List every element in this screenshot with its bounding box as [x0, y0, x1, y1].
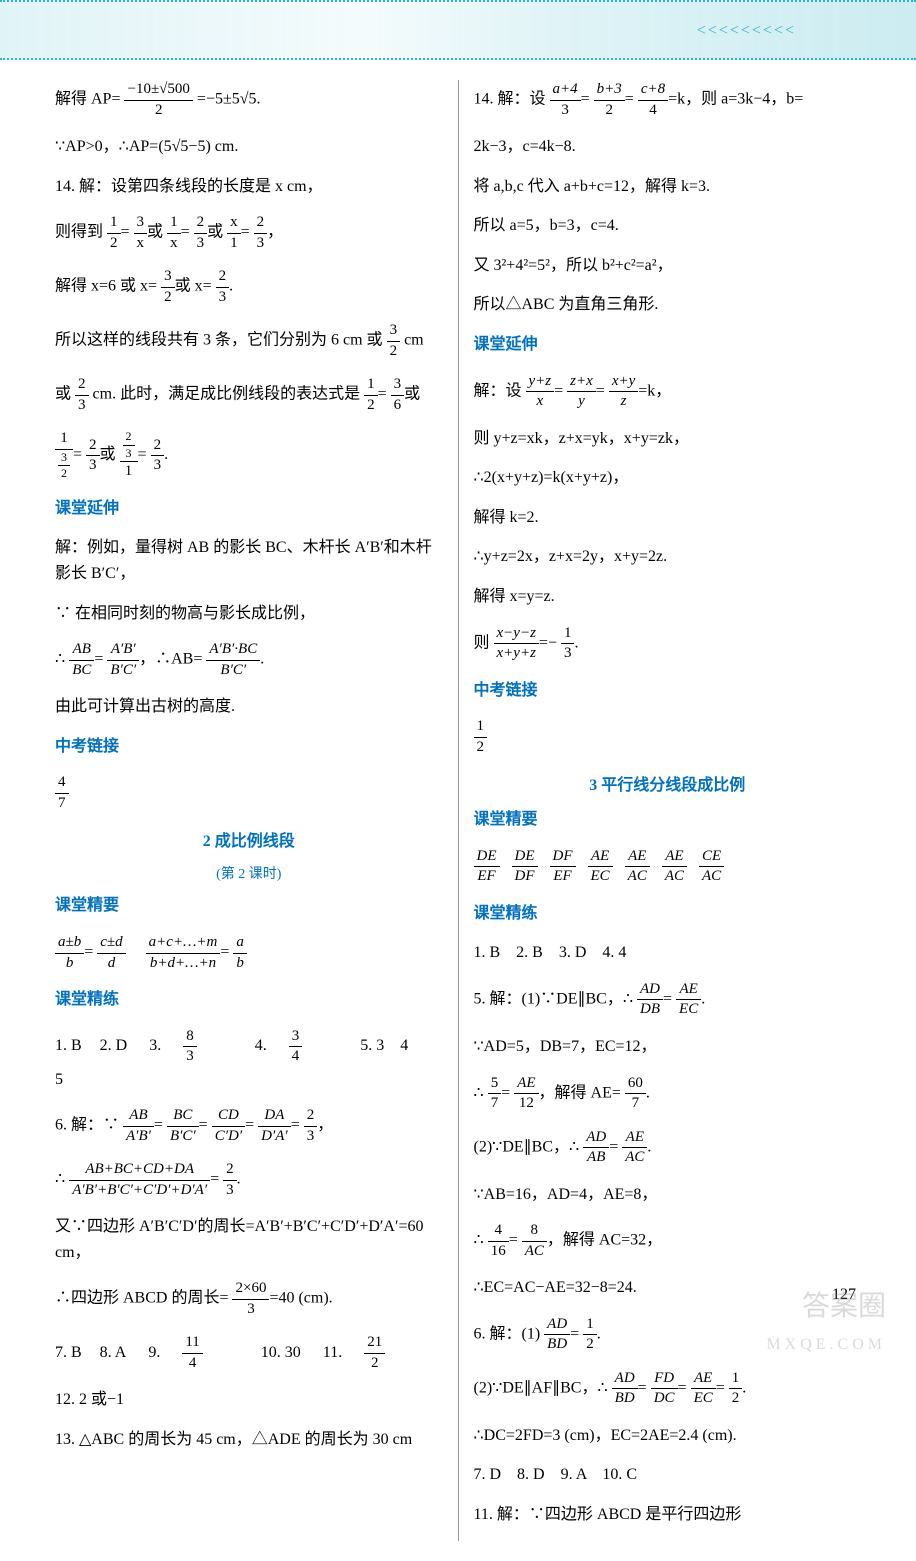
text-line: 2k−3，c=4k−8. — [474, 134, 862, 160]
text-line: 132= 23或 231= 23. — [55, 429, 443, 482]
section-title: 2 成比例线段 — [55, 827, 443, 851]
fraction: x1 — [227, 213, 241, 253]
text-line: ∵AP>0，∴AP=(5√5−5) cm. — [55, 134, 443, 160]
watermark-url: MXQE.COM — [766, 1336, 886, 1354]
answers-line: 7. B8. A 9. 114 10. 30 11. 212 — [55, 1333, 443, 1373]
text-line: 47 — [55, 773, 443, 813]
text-line: ∴y+z=2x，z+x=2y，x+y=2z. — [474, 544, 862, 570]
fraction: 12 — [107, 213, 121, 253]
text-line: ∴DC=2FD=3 (cm)，EC=2AE=2.4 (cm). — [474, 1423, 862, 1449]
section-heading: 课堂精练 — [55, 987, 443, 1013]
section-heading: 中考链接 — [55, 734, 443, 760]
text-line: 则 y+z=xk，z+x=yk，x+y=zk， — [474, 426, 862, 452]
section-heading: 课堂延伸 — [474, 332, 862, 358]
text: 解得 AP= — [55, 91, 120, 108]
fraction: 1x — [167, 213, 181, 253]
section-subtitle: (第 2 课时) — [55, 863, 443, 883]
text-line: ∴ ABBC= A′B′B′C′，∴AB= A′B′·BCB′C′. — [55, 640, 443, 680]
text-line: (2)∵DE∥AF∥BC，∴ ADBD= FDDC= AEEC= 12. — [474, 1369, 862, 1409]
text-line: 所以这样的线段共有 3 条，它们分别为 6 cm 或 32 cm — [55, 321, 443, 361]
text-line: 或 23 cm. 此时，满足成比例线段的表达式是 12= 36或 — [55, 375, 443, 415]
ratios-line: DEEF DEDF DFEF AEEC AEAC AEAC CEAC — [474, 847, 862, 887]
watermark: 答案圈 — [802, 1284, 886, 1324]
fraction: 23 — [194, 213, 208, 253]
section-heading: 课堂精要 — [474, 807, 862, 833]
text-line: ∴ 57= AE12，解得 AE= 607. — [474, 1074, 862, 1114]
text-line: ∴四边形 ABCD 的周长= 2×603=40 (cm). — [55, 1279, 443, 1319]
text-line: 12. 2 或−1 — [55, 1387, 443, 1413]
text-line: 14. 解：设 a+43= b+32= c+84=k，则 a=3k−4，b= — [474, 80, 862, 120]
text-line: 13. △ABC 的周长为 45 cm，△ADE 的周长为 30 cm — [55, 1427, 443, 1453]
text-line: 解得 AP= −10±√5002 =−5±5√5. — [55, 80, 443, 120]
text-line: 11. 解：∵四边形 ABCD 是平行四边形 — [474, 1502, 862, 1528]
text-line: 所以△ABC 为直角三角形. — [474, 292, 862, 318]
text-line: 又∵四边形 A′B′C′D′的周长=A′B′+B′C′+C′D′+D′A′=60… — [55, 1214, 443, 1265]
text-line: 5. 解：(1)∵DE∥BC，∴ ADDB= AEEC. — [474, 980, 862, 1020]
text-line: 解得 x=y=z. — [474, 584, 862, 610]
header-decoration — [0, 0, 916, 60]
text-line: 又 3²+4²=5²，所以 b²+c²=a²， — [474, 253, 862, 279]
section-heading: 中考链接 — [474, 678, 862, 704]
text-line: ∴ AB+BC+CD+DAA′B′+B′C′+C′D′+D′A′= 23. — [55, 1160, 443, 1200]
text-line: 将 a,b,c 代入 a+b+c=12，解得 k=3. — [474, 174, 862, 200]
text-line: ∴2(x+y+z)=k(x+y+z)， — [474, 465, 862, 491]
text-line: 则 x−y−zx+y+z=− 13. — [474, 624, 862, 664]
text-line: 解得 x=6 或 x= 32或 x= 23. — [55, 267, 443, 307]
text-line: 7. D 8. D 9. A 10. C — [474, 1462, 862, 1488]
text: =−5±5√5. — [197, 91, 261, 108]
text: 则得到 — [55, 224, 103, 241]
fraction: −10±√5002 — [124, 80, 192, 120]
text-line: 解：设 y+zx= z+xy= x+yz=k， — [474, 372, 862, 412]
text-line: 解：例如，量得树 AB 的影长 BC、木杆长 A′B′和木杆影长 B′C′， — [55, 535, 443, 586]
text-line: ∵AB=16，AD=4，AE=8， — [474, 1182, 862, 1208]
text-line: 6. 解：∵ ABA′B′= BCB′C′= CDC′D′= DAD′A′= 2… — [55, 1106, 443, 1146]
fraction: 3x — [134, 213, 148, 253]
text-line: ∵AD=5，DB=7，EC=12， — [474, 1034, 862, 1060]
left-column: 解得 AP= −10±√5002 =−5±5√5. ∵AP>0，∴AP=(5√5… — [40, 80, 459, 1541]
fraction: 23 — [254, 213, 268, 253]
text-line: ∴ 416= 8AC，解得 AC=32， — [474, 1221, 862, 1261]
section-heading: 课堂精练 — [474, 901, 862, 927]
answers-line: 1. B2. D 3. 83 4. 34 5. 3 4 5 — [55, 1027, 443, 1093]
section-title: 3 平行线分线段成比例 — [474, 771, 862, 795]
text-line: 则得到 12= 3x或 1x= 23或 x1= 23， — [55, 213, 443, 253]
section-heading: 课堂精要 — [55, 893, 443, 919]
text-line: ∵ 在相同时刻的物高与影长成比例， — [55, 601, 443, 627]
text-line: 所以 a=5，b=3，c=4. — [474, 213, 862, 239]
text-line: 14. 解：设第四条线段的长度是 x cm， — [55, 174, 443, 200]
text-line: 由此可计算出古树的高度. — [55, 694, 443, 720]
text-line: 1. B 2. B 3. D 4. 4 — [474, 940, 862, 966]
section-heading: 课堂延伸 — [55, 496, 443, 522]
text-line: 12 — [474, 717, 862, 757]
text-line: (2)∵DE∥BC，∴ ADAB= AEAC. — [474, 1128, 862, 1168]
text-line: 解得 k=2. — [474, 505, 862, 531]
text-line: a±bb= c±dd a+c+…+mb+d+…+n= ab — [55, 933, 443, 973]
